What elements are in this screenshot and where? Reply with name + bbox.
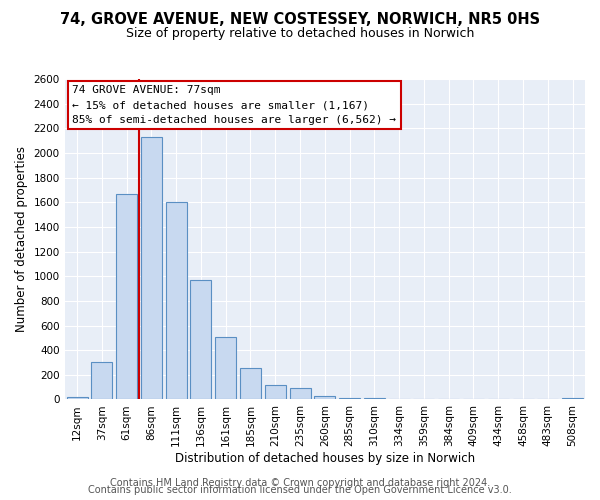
Bar: [265, 384, 286, 400]
Bar: [389, 399, 410, 400]
Bar: [67, 397, 88, 400]
Bar: [141, 137, 162, 400]
Bar: [240, 368, 261, 400]
Text: 74 GROVE AVENUE: 77sqm
← 15% of detached houses are smaller (1,167)
85% of semi-: 74 GROVE AVENUE: 77sqm ← 15% of detached…: [73, 86, 397, 125]
Bar: [339, 398, 360, 400]
Bar: [364, 398, 385, 400]
Text: 74, GROVE AVENUE, NEW COSTESSEY, NORWICH, NR5 0HS: 74, GROVE AVENUE, NEW COSTESSEY, NORWICH…: [60, 12, 540, 28]
Text: Contains HM Land Registry data © Crown copyright and database right 2024.: Contains HM Land Registry data © Crown c…: [110, 478, 490, 488]
Bar: [290, 388, 311, 400]
Text: Contains public sector information licensed under the Open Government Licence v3: Contains public sector information licen…: [88, 485, 512, 495]
Bar: [314, 396, 335, 400]
Bar: [91, 362, 112, 400]
Bar: [190, 280, 211, 400]
Y-axis label: Number of detached properties: Number of detached properties: [15, 146, 28, 332]
Bar: [215, 337, 236, 400]
X-axis label: Distribution of detached houses by size in Norwich: Distribution of detached houses by size …: [175, 452, 475, 465]
Text: Size of property relative to detached houses in Norwich: Size of property relative to detached ho…: [126, 28, 474, 40]
Bar: [562, 398, 583, 400]
Bar: [116, 194, 137, 400]
Bar: [166, 202, 187, 400]
